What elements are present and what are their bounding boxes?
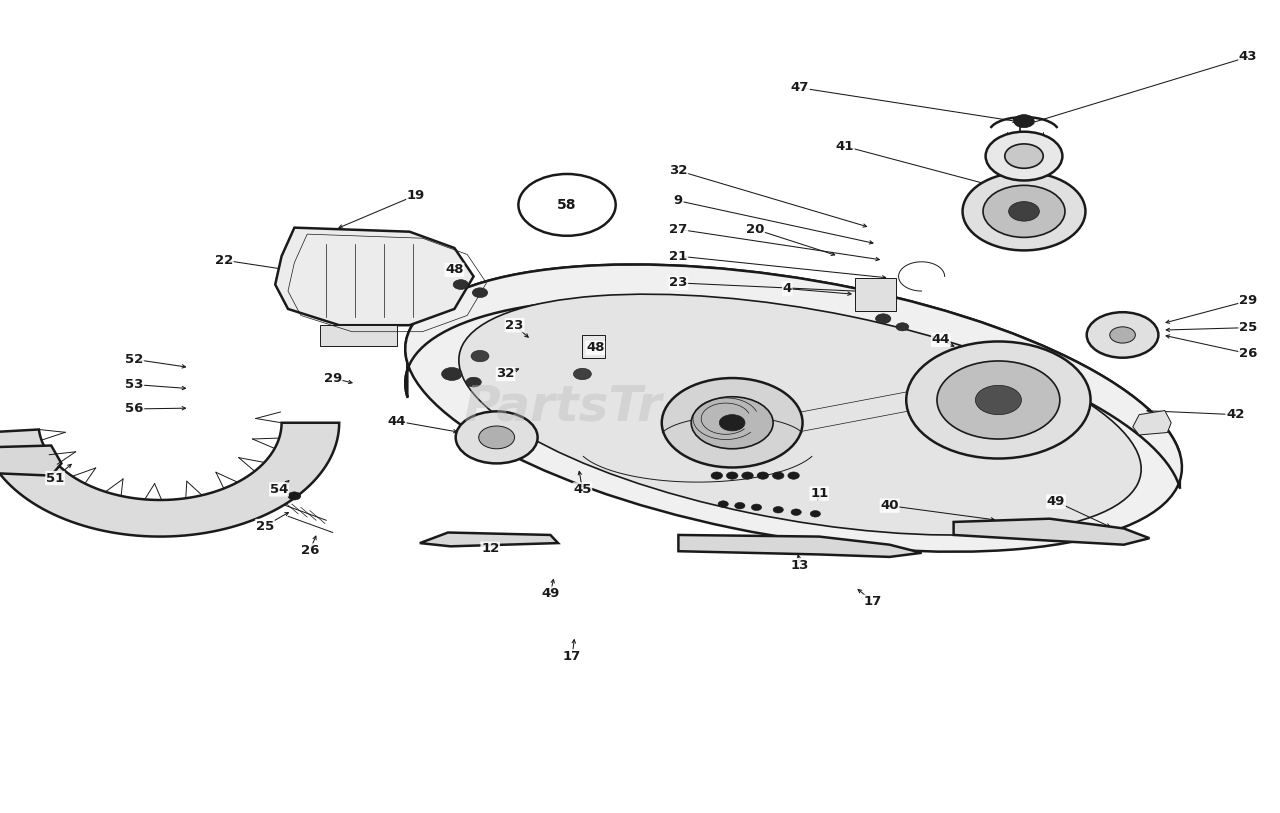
Text: 19: 19 (407, 189, 425, 202)
Circle shape (758, 472, 768, 480)
Text: 41: 41 (836, 140, 854, 153)
Circle shape (1087, 312, 1158, 358)
Text: 53: 53 (125, 378, 143, 391)
Polygon shape (1133, 411, 1171, 435)
Circle shape (788, 472, 800, 480)
Polygon shape (0, 423, 339, 537)
Circle shape (718, 501, 728, 507)
Circle shape (773, 472, 783, 480)
Circle shape (1005, 144, 1043, 168)
Text: 49: 49 (541, 587, 559, 600)
Polygon shape (678, 535, 922, 557)
Text: 51: 51 (46, 472, 64, 485)
Text: 48: 48 (445, 263, 463, 276)
Text: 23: 23 (669, 276, 687, 289)
Text: 22: 22 (215, 254, 233, 267)
Text: 13: 13 (791, 559, 809, 572)
Circle shape (1110, 327, 1135, 343)
Ellipse shape (406, 264, 1181, 552)
Text: 25: 25 (256, 520, 274, 533)
Circle shape (986, 132, 1062, 180)
Text: 32: 32 (669, 164, 687, 177)
Circle shape (719, 415, 745, 431)
Polygon shape (275, 228, 474, 325)
Text: 44: 44 (932, 333, 950, 346)
Text: 32: 32 (497, 367, 515, 380)
Circle shape (791, 509, 801, 515)
Circle shape (975, 385, 1021, 415)
Circle shape (773, 506, 783, 513)
Text: 20: 20 (746, 223, 764, 236)
Text: 40: 40 (881, 499, 899, 512)
Text: 27: 27 (669, 223, 687, 236)
Text: 4: 4 (782, 282, 792, 295)
Text: 21: 21 (669, 250, 687, 263)
Circle shape (573, 368, 591, 380)
Text: 54: 54 (270, 483, 288, 496)
FancyBboxPatch shape (582, 335, 605, 358)
Circle shape (1009, 202, 1039, 221)
Polygon shape (406, 264, 1180, 488)
Circle shape (937, 361, 1060, 439)
Text: 11: 11 (810, 487, 828, 500)
Circle shape (471, 350, 489, 362)
Circle shape (453, 280, 468, 289)
Text: 26: 26 (1239, 347, 1257, 360)
Circle shape (983, 185, 1065, 237)
Circle shape (751, 504, 762, 511)
Circle shape (691, 397, 773, 449)
Text: 43: 43 (1239, 50, 1257, 63)
Text: 45: 45 (573, 483, 591, 496)
Text: 49: 49 (1047, 495, 1065, 508)
Text: 44: 44 (388, 415, 406, 428)
Text: 17: 17 (864, 595, 882, 608)
Circle shape (727, 472, 739, 480)
Text: 42: 42 (1226, 408, 1244, 421)
Circle shape (906, 341, 1091, 459)
FancyBboxPatch shape (855, 278, 896, 311)
Text: 48: 48 (586, 341, 604, 354)
Circle shape (466, 377, 481, 387)
Circle shape (735, 502, 745, 509)
Polygon shape (420, 533, 558, 546)
Circle shape (456, 411, 538, 463)
Text: 58: 58 (557, 198, 577, 212)
Circle shape (876, 314, 891, 324)
Circle shape (479, 426, 515, 449)
Circle shape (472, 288, 488, 298)
Polygon shape (0, 446, 61, 476)
Circle shape (442, 367, 462, 380)
Text: 47: 47 (791, 81, 809, 94)
Text: 26: 26 (301, 544, 319, 557)
Ellipse shape (458, 294, 1142, 535)
Circle shape (662, 378, 803, 467)
Text: 29: 29 (324, 372, 342, 385)
Text: 9: 9 (673, 194, 684, 207)
Circle shape (810, 511, 820, 517)
Text: 12: 12 (481, 542, 499, 555)
Text: 56: 56 (125, 402, 143, 415)
Text: 29: 29 (1239, 294, 1257, 307)
Text: 23: 23 (506, 319, 524, 332)
Circle shape (742, 472, 753, 480)
Circle shape (896, 323, 909, 331)
Circle shape (963, 172, 1085, 250)
Circle shape (1014, 115, 1034, 128)
Text: 25: 25 (1239, 321, 1257, 334)
Text: 52: 52 (125, 353, 143, 366)
Text: 17: 17 (563, 650, 581, 663)
Circle shape (712, 472, 723, 480)
Polygon shape (320, 325, 397, 346)
Circle shape (288, 492, 301, 500)
Text: PartsTr: PartsTr (463, 382, 663, 431)
Polygon shape (954, 519, 1149, 545)
